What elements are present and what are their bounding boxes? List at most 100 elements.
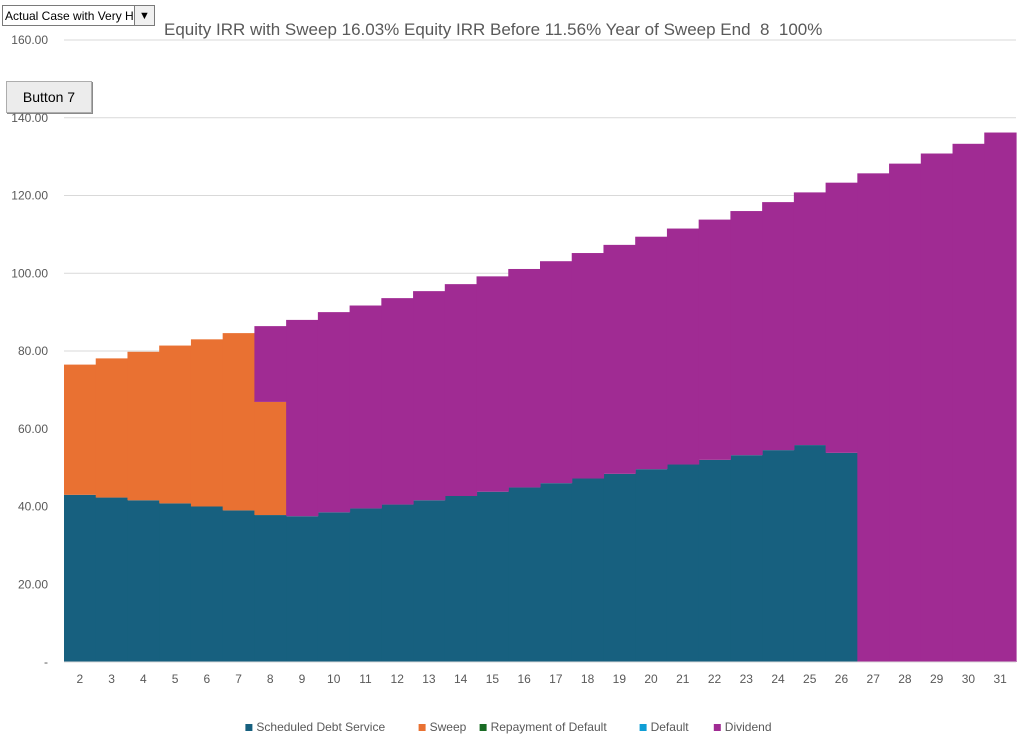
bar-sweep xyxy=(222,333,255,511)
bar-scheduled-debt-service xyxy=(635,469,668,662)
x-tick-label: 30 xyxy=(962,672,976,686)
y-tick-label: - xyxy=(44,655,48,669)
legend-label: Repayment of Default xyxy=(491,720,608,734)
button-7[interactable]: Button 7 xyxy=(6,81,92,113)
y-tick-label: 120.00 xyxy=(11,189,48,203)
bar-scheduled-debt-service xyxy=(159,503,192,662)
bar-dividend xyxy=(254,326,287,402)
y-tick-label: 160.00 xyxy=(11,33,48,47)
bar-dividend xyxy=(413,291,446,501)
bar-dividend xyxy=(793,192,827,446)
bar-dividend xyxy=(317,312,351,513)
bar-dividend xyxy=(920,153,954,662)
legend-swatch xyxy=(418,724,426,731)
bar-scheduled-debt-service xyxy=(476,491,509,662)
bar-scheduled-debt-service xyxy=(127,500,160,662)
bar-dividend xyxy=(952,143,985,662)
x-tick-label: 16 xyxy=(517,672,531,686)
x-tick-label: 28 xyxy=(898,672,912,686)
bar-dividend xyxy=(635,236,668,470)
x-tick-label: 22 xyxy=(708,672,722,686)
bar-scheduled-debt-service xyxy=(730,455,763,662)
x-tick-label: 3 xyxy=(108,672,115,686)
bar-sweep xyxy=(64,364,97,495)
y-tick-label: 100.00 xyxy=(11,266,48,280)
x-tick-label: 12 xyxy=(391,672,405,686)
bar-dividend xyxy=(286,319,319,517)
legend-swatch xyxy=(479,724,487,731)
y-tick-label: 20.00 xyxy=(18,577,48,591)
bar-sweep xyxy=(254,401,287,516)
bar-scheduled-debt-service xyxy=(349,508,382,662)
bar-scheduled-debt-service xyxy=(540,483,573,662)
bar-dividend xyxy=(381,298,414,505)
bar-dividend xyxy=(730,211,763,456)
x-tick-label: 2 xyxy=(77,672,84,686)
x-tick-label: 5 xyxy=(172,672,179,686)
bar-dividend xyxy=(762,202,795,451)
bar-dividend xyxy=(571,253,605,479)
bar-scheduled-debt-service xyxy=(793,445,827,662)
x-tick-label: 11 xyxy=(359,672,372,686)
bar-dividend xyxy=(540,261,573,484)
y-tick-label: 60.00 xyxy=(18,422,48,436)
y-tick-label: 40.00 xyxy=(18,500,48,514)
x-tick-label: 21 xyxy=(676,672,690,686)
case-dropdown-value: Actual Case with Very Hig xyxy=(5,8,134,23)
bar-dividend xyxy=(666,228,700,465)
legend-swatch xyxy=(245,724,253,731)
triangle-down-icon[interactable]: ▼ xyxy=(134,6,154,25)
bar-scheduled-debt-service xyxy=(190,506,224,662)
bar-scheduled-debt-service xyxy=(381,504,414,662)
bar-scheduled-debt-service xyxy=(666,464,700,662)
bar-scheduled-debt-service xyxy=(571,478,605,662)
x-tick-label: 17 xyxy=(549,672,563,686)
bar-sweep xyxy=(190,339,224,507)
x-tick-label: 20 xyxy=(644,672,658,686)
bar-scheduled-debt-service xyxy=(603,473,636,662)
bar-scheduled-debt-service xyxy=(286,516,319,662)
bar-dividend xyxy=(508,268,541,488)
case-dropdown[interactable]: Actual Case with Very Hig ▼ xyxy=(2,5,155,26)
x-tick-label: 23 xyxy=(740,672,754,686)
x-tick-label: 13 xyxy=(422,672,436,686)
x-tick-label: 8 xyxy=(267,672,274,686)
legend-swatch xyxy=(713,724,721,731)
y-tick-label: 80.00 xyxy=(18,344,48,358)
x-tick-label: 6 xyxy=(203,672,210,686)
bar-sweep xyxy=(127,351,160,501)
legend-label: Dividend xyxy=(725,720,772,734)
bar-dividend xyxy=(889,163,922,662)
x-tick-label: 29 xyxy=(930,672,944,686)
bar-scheduled-debt-service xyxy=(698,459,731,662)
x-tick-label: 7 xyxy=(235,672,242,686)
bar-dividend xyxy=(444,284,478,497)
bar-scheduled-debt-service xyxy=(413,500,446,662)
bar-scheduled-debt-service xyxy=(64,494,97,662)
bar-scheduled-debt-service xyxy=(825,452,858,662)
bar-dividend xyxy=(984,132,1017,662)
legend-label: Default xyxy=(651,720,690,734)
bar-sweep xyxy=(159,345,192,504)
x-tick-label: 31 xyxy=(993,672,1007,686)
bar-dividend xyxy=(825,182,858,453)
x-tick-label: 18 xyxy=(581,672,595,686)
y-tick-label: 140.00 xyxy=(11,111,48,125)
bar-scheduled-debt-service xyxy=(222,510,255,662)
bar-scheduled-debt-service xyxy=(317,512,351,662)
bar-scheduled-debt-service xyxy=(254,515,287,662)
x-tick-label: 14 xyxy=(454,672,468,686)
bar-scheduled-debt-service xyxy=(508,487,541,662)
bar-dividend xyxy=(476,276,509,492)
chart-title: Equity IRR with Sweep 16.03% Equity IRR … xyxy=(164,20,823,39)
x-tick-label: 19 xyxy=(613,672,627,686)
x-tick-label: 9 xyxy=(299,672,306,686)
bar-dividend xyxy=(603,244,636,474)
x-tick-label: 24 xyxy=(771,672,785,686)
x-tick-label: 10 xyxy=(327,672,341,686)
x-tick-label: 27 xyxy=(867,672,881,686)
x-tick-label: 15 xyxy=(486,672,500,686)
x-tick-label: 4 xyxy=(140,672,147,686)
x-tick-label: 25 xyxy=(803,672,817,686)
